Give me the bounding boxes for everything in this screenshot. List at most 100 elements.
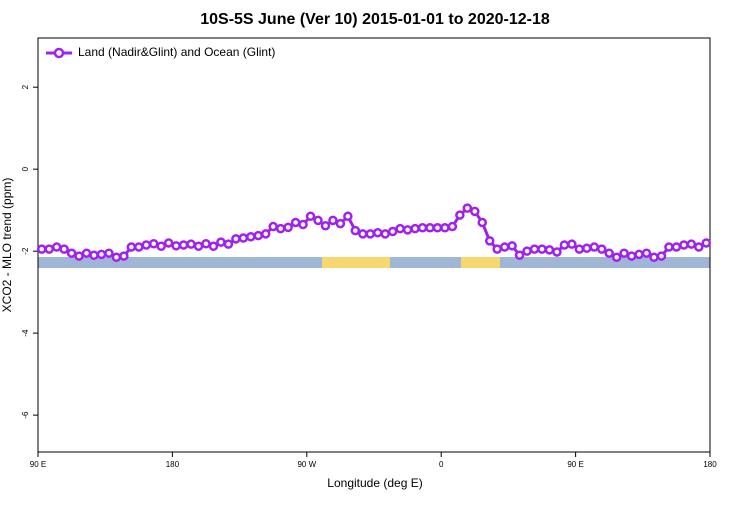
x-tick-label: 180 [166,460,180,469]
x-tick-label: 0 [439,460,444,469]
data-point [395,223,405,234]
data-point [492,244,502,254]
data-point [126,242,137,252]
data-point [96,249,107,260]
legend-label: Land (Nadir&Glint) and Ocean (Glint) [78,45,275,59]
data-point [171,241,181,251]
chart-title: 10S-5S June (Ver 10) 2015-01-01 to 2020-… [200,11,550,28]
data-point [686,239,697,249]
data-point [44,244,54,254]
data-point [148,239,159,249]
data-point [634,249,644,260]
data-point [499,242,510,252]
data-point [320,220,331,231]
data-point [417,223,428,233]
data-point [656,251,667,261]
data-point [574,244,585,254]
data-point [290,217,301,228]
data-point [178,240,189,250]
data-point [455,210,465,220]
data-point [514,250,525,260]
x-tick-label: 180 [703,460,717,469]
data-point [350,225,361,236]
data-point [664,242,674,252]
data-point [231,234,241,244]
data-point [425,223,435,233]
data-point [522,246,532,256]
data-point [649,252,659,263]
y-tick-label: -2 [21,247,30,255]
y-axis-label: XCO2 - MLO trend (ppm) [0,178,14,313]
data-point [275,223,286,234]
data-point [119,251,129,261]
data-point [582,243,592,254]
data-point [544,245,555,255]
data-point [313,215,323,226]
data-point [343,211,353,222]
land-band [322,257,390,268]
data-point [626,251,637,261]
x-tick-label: 90 E [30,460,46,469]
data-point [679,240,689,250]
data-point [694,242,704,252]
x-tick-label: 90 E [567,460,583,469]
data-point [201,239,211,249]
data-point [238,233,249,243]
data-point [402,225,413,235]
data-point [223,239,234,249]
data-point [216,237,226,247]
legend-marker [53,47,65,59]
data-point [432,223,443,233]
data-point [537,244,547,254]
data-point [141,240,152,250]
data-point [186,239,196,249]
data-point [387,226,398,237]
data-point [335,218,346,229]
data-point [134,242,144,252]
data-point [671,242,682,252]
y-tick-label: 0 [21,166,30,171]
data-point [701,238,712,248]
data-point [156,241,166,251]
data-point [260,229,271,239]
data-point [163,238,174,248]
data-point [193,241,204,251]
data-point [470,206,480,217]
data-point [51,242,62,252]
data-point [440,223,450,233]
x-tick-label: 90 W [297,460,316,469]
data-point [253,230,264,241]
y-tick-label: -6 [21,411,30,419]
y-tick-label: 2 [21,84,30,89]
data-point [619,248,629,258]
x-axis-label: Longitude (deg E) [327,476,422,490]
land-ocean-band [38,257,710,268]
data-point [358,229,368,239]
data-point [596,244,607,254]
data-point [447,221,458,232]
data-point [328,215,338,226]
data-point [104,248,114,258]
data-point [208,241,219,251]
data-point [66,248,77,258]
data-point [111,252,122,263]
data-point [552,247,562,257]
data-point [268,221,278,232]
data-point [59,244,69,254]
data-point [641,248,652,258]
data-point [611,252,622,263]
data-point [89,250,99,260]
data-point [246,232,256,242]
data-point [567,239,577,249]
data-point [365,229,376,239]
data-point [74,251,84,261]
data-point [559,240,570,250]
data-point [283,222,293,233]
data-point [81,248,92,258]
data-point [305,211,316,222]
data-point [410,223,420,234]
data-point [589,242,600,252]
data-point [507,241,517,251]
y-tick-label: -4 [21,329,30,337]
